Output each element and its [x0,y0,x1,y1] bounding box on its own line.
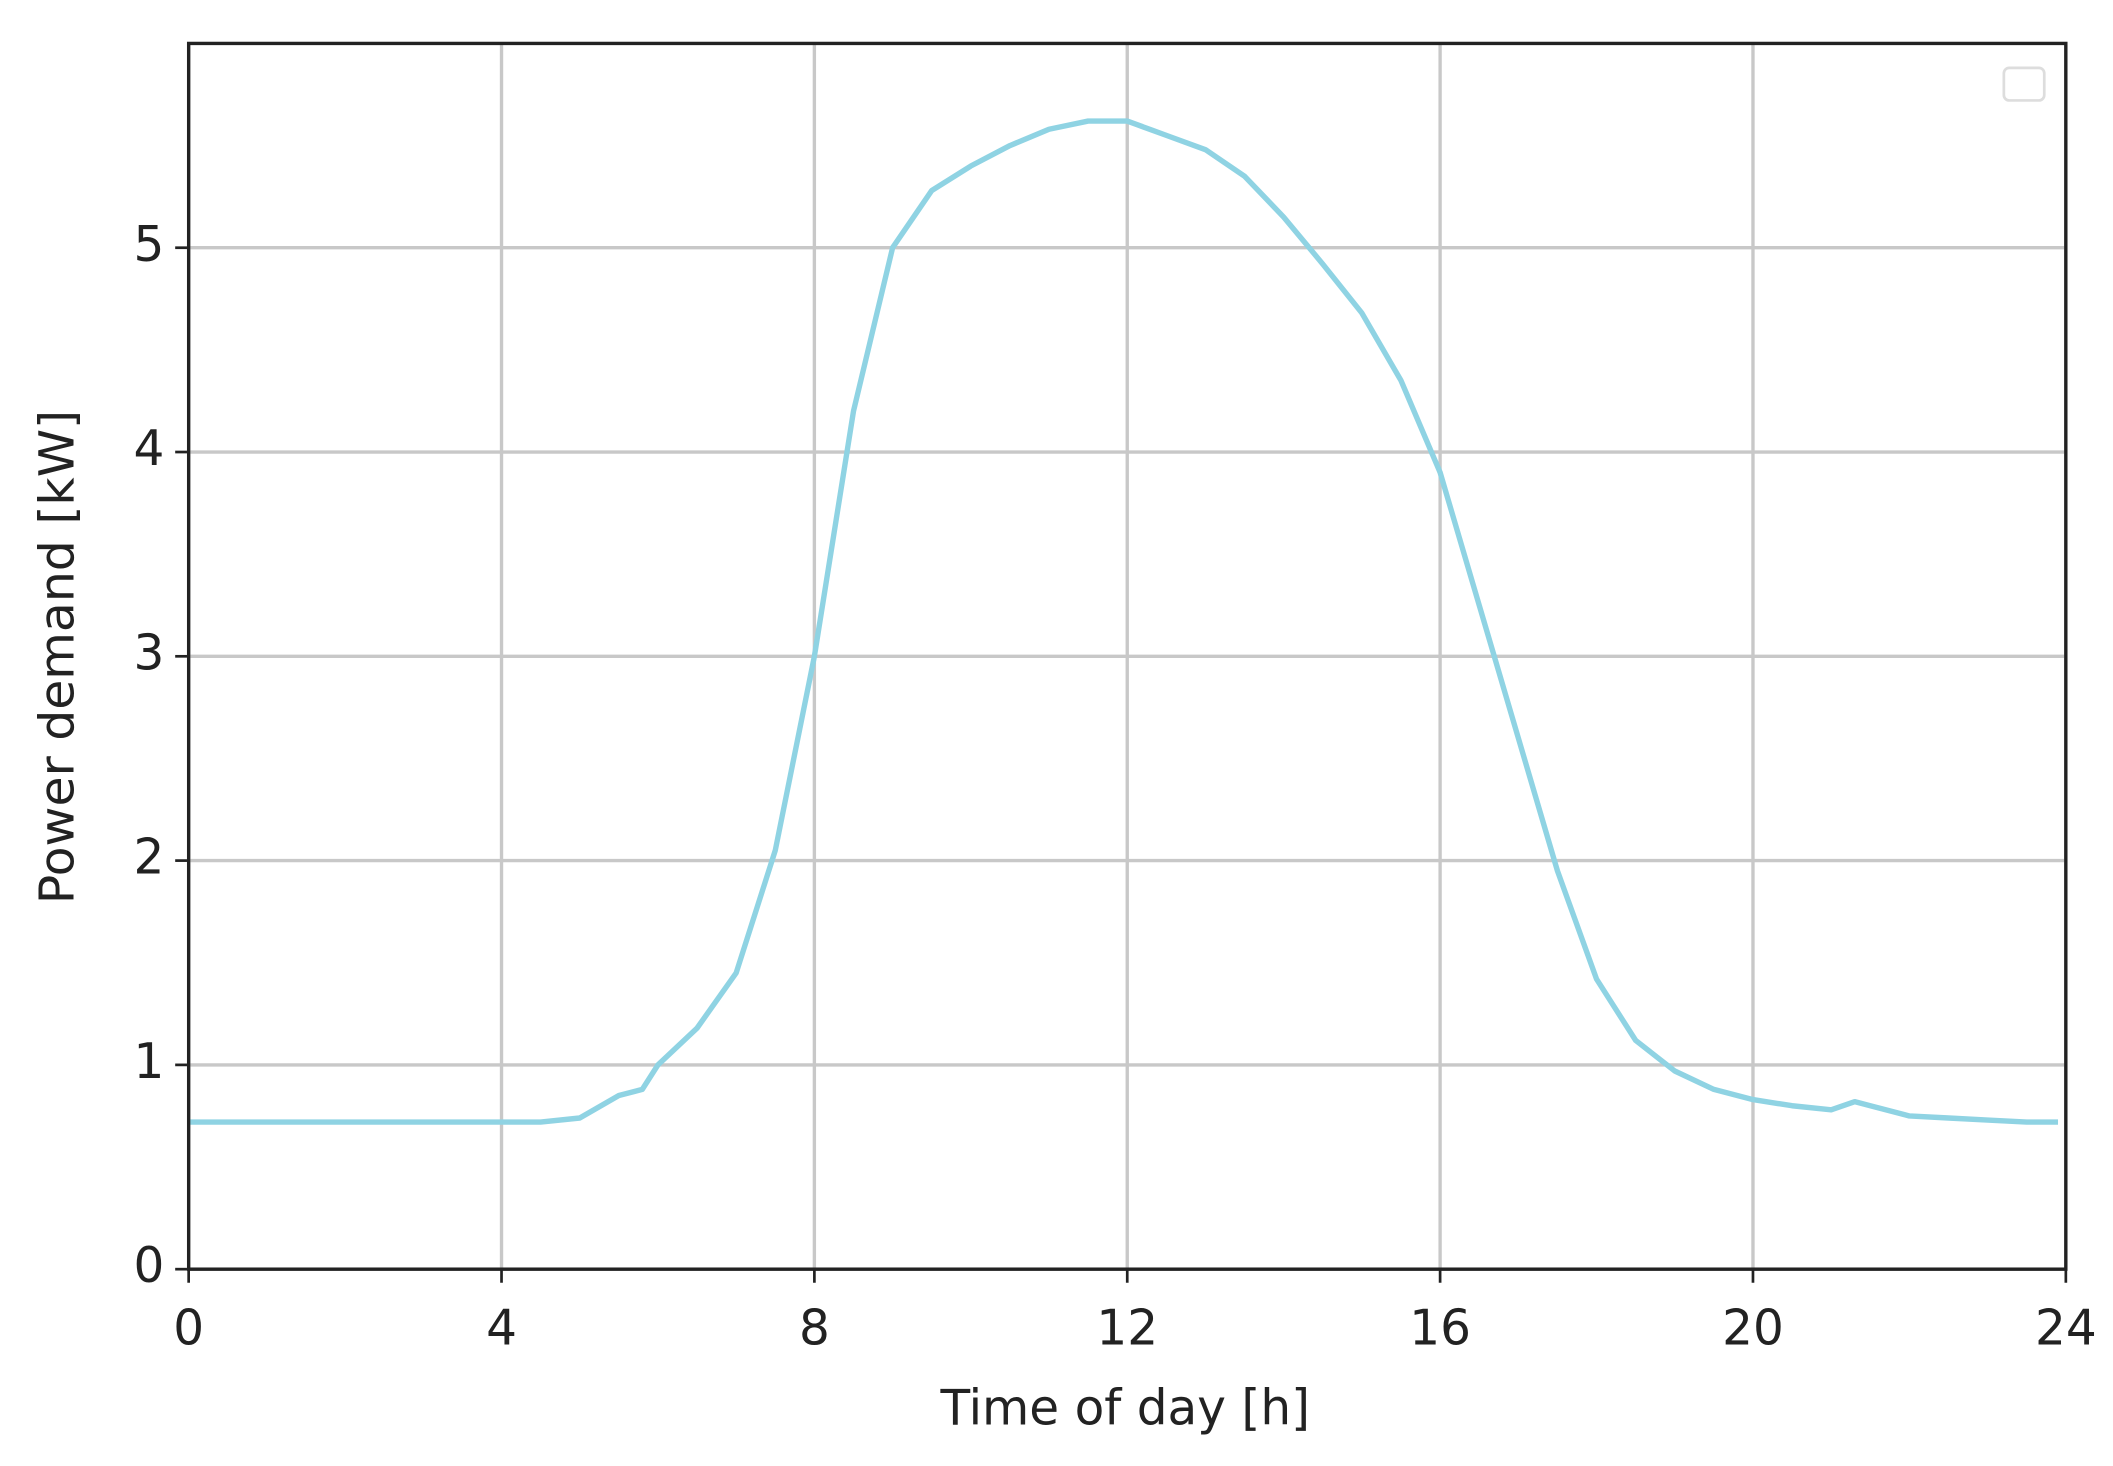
y-tick-label: 2 [134,829,165,885]
x-axis-label: Time of day [h] [939,1381,1310,1437]
plot-frame [186,41,2068,1271]
y-tick-label: 4 [134,421,165,477]
y-tick-label: 0 [134,1238,165,1294]
x-tick-label: 20 [1722,1301,1784,1357]
data-line [188,118,2059,1125]
y-tick-label: 5 [134,217,165,273]
x-tick-label: 16 [1409,1301,1471,1357]
legend-box [2002,66,2046,102]
x-tick-label: 8 [799,1301,830,1357]
x-tick-label: 4 [486,1301,517,1357]
y-tick-label: 1 [134,1034,165,1090]
x-tick-label: 24 [2035,1301,2097,1357]
x-tick-label: 0 [173,1301,204,1357]
x-tick-label: 12 [1096,1301,1158,1357]
y-axis-label: Power demand [kW] [30,410,86,904]
y-tick-label: 3 [134,625,165,681]
